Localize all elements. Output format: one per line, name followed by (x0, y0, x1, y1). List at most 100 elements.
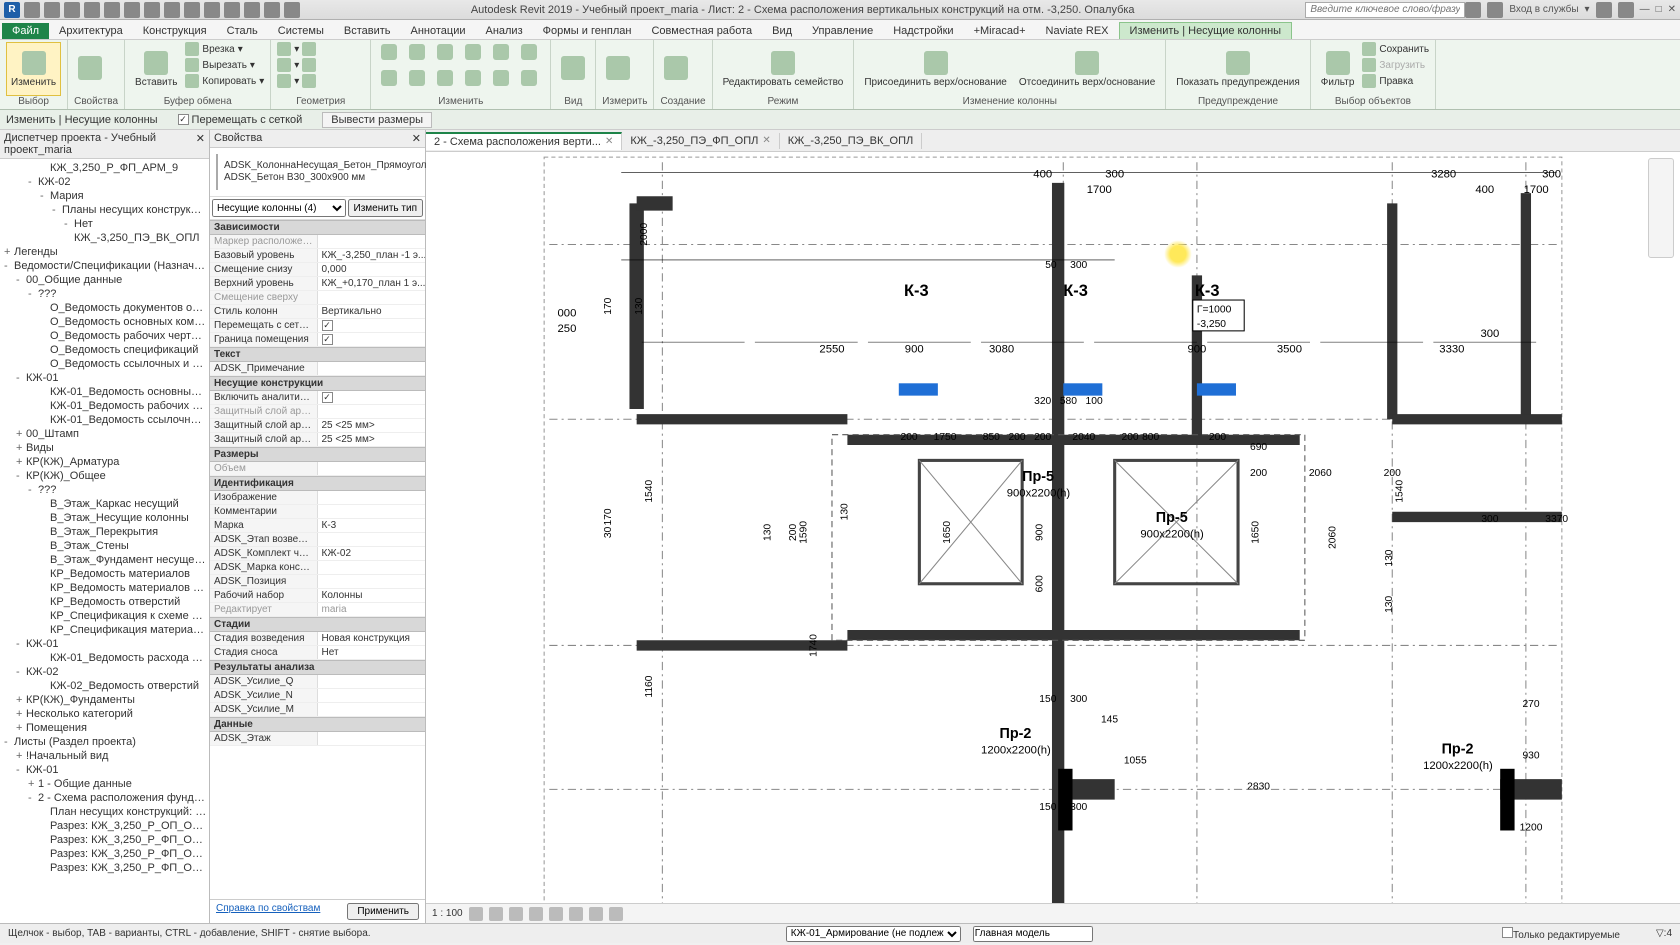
tab-struct[interactable]: Конструкция (133, 23, 217, 39)
pb-node[interactable]: О_Ведомость рабочих чертежей о (2, 329, 207, 343)
split-btn[interactable] (489, 42, 513, 64)
tab-addins[interactable]: Надстройки (883, 23, 963, 39)
show-warn-btn[interactable]: Показать предупреждения (1172, 42, 1303, 96)
workset-select[interactable]: КЖ-01_Армирование (не подлеж (786, 926, 961, 942)
cutjoin-btn[interactable]: ▾ (277, 58, 316, 72)
prop-row[interactable]: Защитный слой арматуры...25 <25 мм> (210, 419, 425, 433)
copy-button[interactable]: Копировать ▾ (185, 74, 264, 88)
prop-row[interactable]: Рабочий наборКолонны (210, 589, 425, 603)
filter-count[interactable]: ▽:4 (1656, 928, 1672, 939)
signin-dropdown[interactable]: ▾ (1585, 4, 1590, 15)
pb-node[interactable]: -КЖ-01 (2, 637, 207, 651)
pb-node[interactable]: КЖ-01_Ведомость ссылочных и пр (2, 413, 207, 427)
redo-icon[interactable] (104, 2, 120, 18)
prop-row[interactable]: Объем (210, 462, 425, 476)
cutgeom-button[interactable]: Врезка ▾ (185, 42, 264, 56)
pb-node[interactable]: -Листы (Раздел проекта) (2, 735, 207, 749)
pb-node[interactable]: КЖ-01_Ведомость рабочих чертеж (2, 399, 207, 413)
pb-node[interactable]: -Ведомости/Спецификации (Назначение и (2, 259, 207, 273)
pb-node[interactable]: +!Начальный вид (2, 749, 207, 763)
props-help-link[interactable]: Справка по свойствам (216, 903, 320, 920)
measure-icon[interactable] (144, 2, 160, 18)
close-button[interactable]: ✕ (1668, 4, 1676, 15)
scale-label[interactable]: 1 : 100 (432, 908, 463, 919)
prop-group[interactable]: Данные (210, 717, 425, 732)
prop-group[interactable]: Стадии (210, 617, 425, 632)
prop-row[interactable]: ADSK_Позиция (210, 575, 425, 589)
tab-systems[interactable]: Системы (268, 23, 334, 39)
doc-tab-3[interactable]: КЖ_-3,250_ПЭ_ВК_ОПЛ (780, 133, 922, 149)
search-input[interactable] (1305, 2, 1465, 18)
filter-btn[interactable]: Фильтр (1317, 42, 1359, 96)
apply-button[interactable]: Применить (347, 903, 419, 920)
switch-win-icon[interactable] (284, 2, 300, 18)
model-input[interactable] (973, 926, 1093, 942)
save-sel-btn[interactable]: Сохранить (1362, 42, 1429, 56)
close-hidden-icon[interactable] (264, 2, 280, 18)
pb-node[interactable]: О_Ведомость ссылочных и прилаг (2, 357, 207, 371)
edit-sel-btn[interactable]: Правка (1362, 74, 1429, 88)
exchange-icon[interactable] (1596, 2, 1612, 18)
pb-close-icon[interactable]: ✕ (196, 132, 205, 156)
tab-annotate[interactable]: Аннотации (401, 23, 476, 39)
undo-icon[interactable] (84, 2, 100, 18)
pb-node[interactable]: +Виды (2, 441, 207, 455)
tab-miracad[interactable]: +Miracad+ (964, 23, 1036, 39)
help-icon[interactable] (1618, 2, 1634, 18)
properties-button[interactable] (74, 42, 106, 96)
pb-node[interactable]: -КЖ-01 (2, 371, 207, 385)
pb-node[interactable]: КР_Спецификация к схеме располо (2, 609, 207, 623)
prop-group[interactable]: Размеры (210, 447, 425, 462)
pb-node[interactable]: Разрез: КЖ_3,250_Р_ФП_ОПЛ_5- (2, 861, 207, 875)
delete-btn[interactable] (517, 68, 541, 90)
modify-button[interactable]: Изменить (6, 42, 61, 96)
detail-icon[interactable] (469, 907, 483, 921)
join-btn[interactable]: ▾ (277, 74, 316, 88)
pb-node[interactable]: +00_Штамп (2, 427, 207, 441)
scale-btn[interactable] (433, 68, 457, 90)
prop-group[interactable]: Несущие конструкции (210, 376, 425, 391)
pb-node[interactable]: КЖ-01_Ведомость основных комл (2, 385, 207, 399)
maximize-button[interactable]: □ (1656, 4, 1662, 15)
create-btn[interactable] (660, 42, 692, 96)
tab-naviate[interactable]: Naviate REX (1036, 23, 1119, 39)
crop-show-icon[interactable] (569, 907, 583, 921)
prop-row[interactable]: Смещение снизу0,000 (210, 263, 425, 277)
prop-row[interactable]: Перемещать с сеткой (210, 319, 425, 333)
signin-link[interactable]: Вход в службы (1509, 4, 1578, 15)
prop-row[interactable]: Защитный слой арматуры...25 <25 мм> (210, 433, 425, 447)
prop-row[interactable]: Изображение (210, 491, 425, 505)
prop-row[interactable]: Комментарии (210, 505, 425, 519)
pb-node[interactable]: О_Ведомость документов основно (2, 301, 207, 315)
offset-btn[interactable] (377, 68, 401, 90)
prop-row[interactable]: ADSK_Марка конструкции (210, 561, 425, 575)
measure-btn[interactable] (602, 42, 634, 96)
hide-btn[interactable] (557, 42, 589, 96)
props-grid[interactable]: ЗависимостиМаркер расположения ко...Базо… (210, 220, 425, 899)
attach-btn[interactable]: Присоединить верх/основание (860, 42, 1011, 96)
open-icon[interactable] (24, 2, 40, 18)
app-logo-icon[interactable]: R (4, 2, 20, 18)
prop-row[interactable]: ADSK_Усилие_N (210, 689, 425, 703)
detach-btn[interactable]: Отсоединить верх/основание (1015, 42, 1159, 96)
info-icon[interactable] (1465, 2, 1481, 18)
mirror-btn[interactable] (517, 42, 541, 64)
pb-node[interactable]: В_Этаж_Стены (2, 539, 207, 553)
pb-node[interactable]: -КЖ-02 (2, 175, 207, 189)
tab-massing[interactable]: Формы и генплан (533, 23, 642, 39)
section-icon[interactable] (224, 2, 240, 18)
tab-collab[interactable]: Совместная работа (641, 23, 762, 39)
thin-lines-icon[interactable] (244, 2, 260, 18)
pb-node[interactable]: -00_Общие данные (2, 273, 207, 287)
prop-row[interactable]: ADSK_Этап возведения (210, 533, 425, 547)
prop-group[interactable]: Результаты анализа (210, 660, 425, 675)
close-tab-icon[interactable]: ✕ (605, 136, 613, 147)
prop-row[interactable]: Стиль колоннВертикально (210, 305, 425, 319)
prop-row[interactable]: Редактируетmaria (210, 603, 425, 617)
pb-node[interactable]: -??? (2, 483, 207, 497)
align-btn[interactable] (489, 68, 513, 90)
tab-analyze[interactable]: Анализ (475, 23, 532, 39)
tab-steel[interactable]: Сталь (217, 23, 268, 39)
drawing-canvas[interactable]: К-3К-3К-3Г=1000-3,250Пр-5900x2200(h)Пр-5… (426, 152, 1680, 923)
pb-node[interactable]: Разрез: КЖ_3,250_Р_ФП_ОПЛ_2- (2, 833, 207, 847)
